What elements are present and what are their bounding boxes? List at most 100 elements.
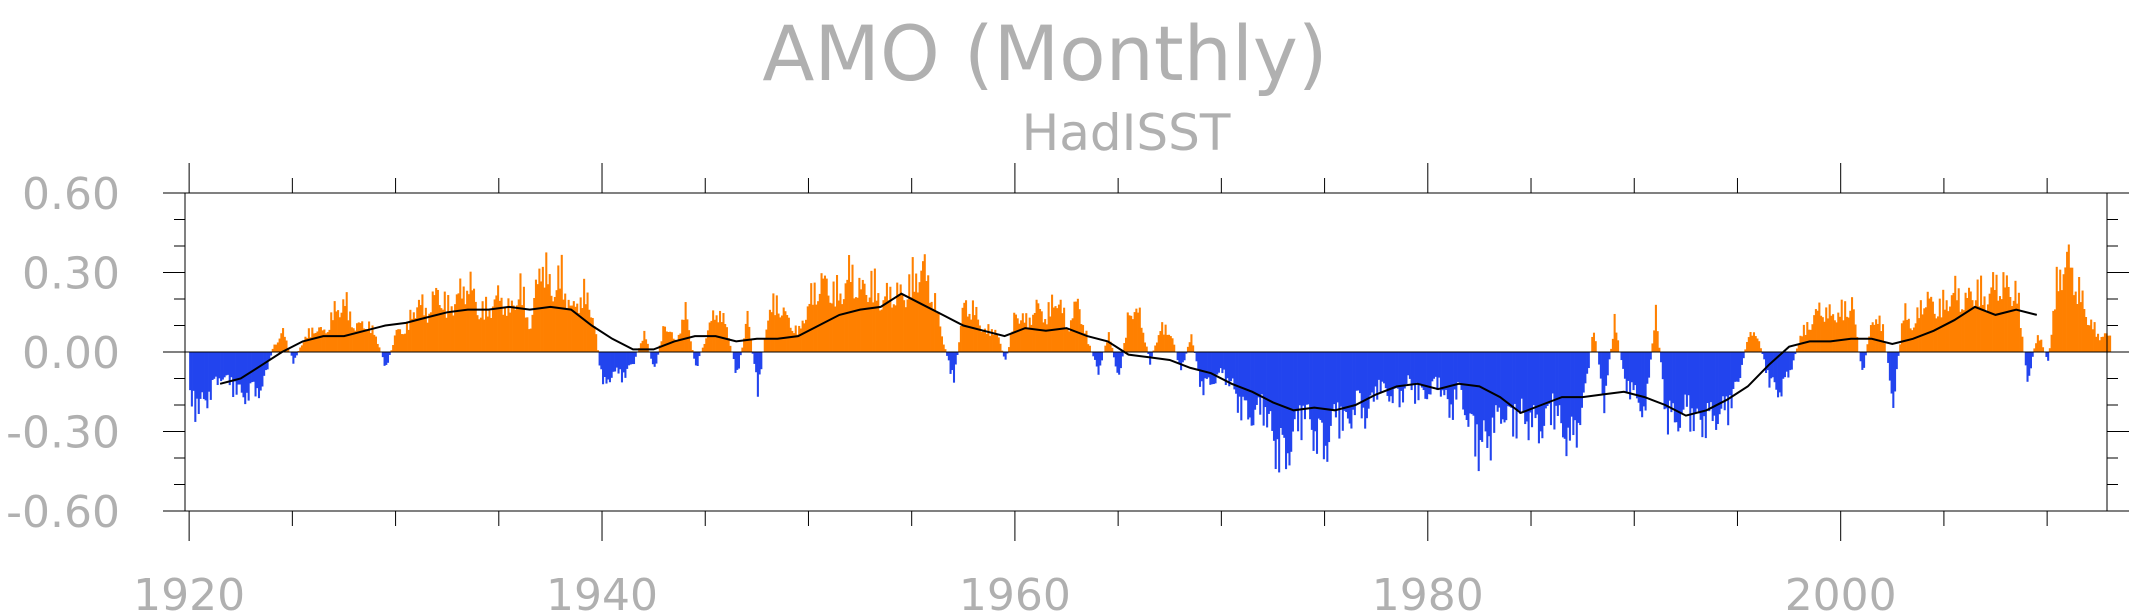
anomaly-bar — [490, 317, 493, 352]
anomaly-bar — [1859, 352, 1862, 362]
anomaly-bar — [612, 352, 615, 372]
anomaly-bar — [1742, 352, 1745, 359]
anomaly-bar — [971, 300, 974, 352]
anomaly-bar — [1601, 352, 1604, 394]
anomaly-bar — [1345, 352, 1348, 413]
anomaly-bar — [197, 352, 200, 414]
anomaly-bar — [481, 301, 484, 352]
anomaly-bar — [1064, 328, 1067, 352]
anomaly-bar — [1899, 344, 1902, 352]
anomaly-bar — [1785, 352, 1788, 372]
anomaly-bar — [1673, 352, 1676, 423]
anomaly-bar — [1881, 324, 1885, 352]
anomaly-bar — [1242, 352, 1245, 397]
anomaly-bar — [287, 348, 290, 352]
anomaly-bar — [1933, 313, 1936, 352]
anomaly-bar — [1488, 352, 1491, 437]
anomaly-bar — [1734, 352, 1737, 382]
anomaly-bar — [913, 291, 916, 352]
anomaly-bar — [1513, 352, 1516, 404]
anomaly-bar — [1943, 309, 1946, 352]
anomaly-bar — [641, 340, 644, 352]
anomaly-bar — [1236, 352, 1239, 413]
anomaly-bar — [517, 299, 520, 352]
anomaly-bar — [2028, 352, 2031, 376]
anomaly-bar — [1980, 275, 1983, 352]
anomaly-bar — [1135, 308, 1138, 352]
anomaly-bar — [2040, 339, 2043, 352]
anomaly-bar — [1680, 352, 1683, 414]
anomaly-bar — [947, 352, 950, 361]
anomaly-bar — [1580, 352, 1583, 408]
anomaly-bar — [615, 352, 618, 368]
anomaly-bar — [390, 350, 393, 352]
anomaly-bar — [1419, 352, 1422, 386]
anomaly-bar — [239, 352, 242, 385]
anomaly-bar — [2016, 303, 2019, 352]
anomaly-bar — [634, 352, 637, 357]
anomaly-bar — [1068, 331, 1071, 352]
anomaly-bar — [2062, 274, 2065, 352]
anomaly-bar — [472, 288, 476, 352]
anomaly-bar — [667, 332, 670, 352]
anomaly-bar — [1133, 312, 1136, 352]
anomaly-bar — [273, 344, 276, 352]
anomaly-bar — [223, 352, 226, 378]
anomaly-bar — [368, 321, 371, 352]
anomaly-bar — [1851, 297, 1854, 352]
anomaly-bar — [1605, 352, 1608, 386]
anomaly-bar — [1247, 352, 1250, 420]
anomaly-bar — [1921, 314, 1924, 352]
anomaly-bar — [775, 295, 778, 352]
anomaly-bar — [269, 352, 273, 356]
anomaly-bar — [1180, 352, 1183, 371]
anomaly-bar — [1166, 334, 1169, 352]
anomaly-bar — [1634, 352, 1637, 386]
anomaly-bar — [1506, 352, 1509, 407]
anomaly-bar — [1475, 352, 1479, 425]
anomaly-bar — [297, 350, 300, 352]
anomaly-bar — [608, 352, 611, 383]
anomaly-bar — [1663, 352, 1666, 410]
anomaly-bar — [1324, 352, 1327, 446]
anomaly-bar — [978, 325, 981, 352]
anomaly-bar — [908, 274, 911, 352]
anomaly-bar — [1059, 299, 1062, 352]
anomaly-bar — [1668, 352, 1671, 401]
anomaly-bar — [1856, 336, 1859, 352]
anomaly-bar — [1032, 314, 1035, 352]
anomaly-bar — [1832, 314, 1835, 352]
anomaly-bar — [1470, 352, 1473, 415]
anomaly-bar — [674, 339, 677, 352]
anomaly-bar — [1326, 352, 1329, 462]
anomaly-bar — [395, 329, 398, 352]
anomaly-bar — [1654, 304, 1657, 352]
anomaly-bar — [1016, 318, 1019, 352]
anomaly-bar — [1140, 327, 1143, 352]
anomaly-bar — [2036, 335, 2039, 352]
anomaly-bar — [2041, 347, 2045, 352]
anomaly-bar — [689, 341, 692, 352]
anomaly-bar — [1477, 352, 1480, 472]
anomaly-bar — [2038, 340, 2041, 352]
anomaly-bar — [514, 309, 517, 352]
anomaly-bar — [1964, 292, 1967, 352]
anomaly-bar — [1534, 352, 1537, 419]
anomaly-bar — [254, 352, 257, 397]
anomaly-bar — [830, 303, 833, 352]
anomaly-bar — [1744, 349, 1747, 352]
anomaly-bar — [1541, 352, 1544, 439]
anomaly-bar — [935, 312, 938, 352]
anomaly-bar — [1274, 352, 1277, 470]
anomaly-bar — [240, 352, 243, 393]
anomaly-bar — [1919, 300, 1922, 352]
anomaly-bar — [283, 336, 286, 352]
x-tick-label: 1960 — [959, 570, 1071, 611]
anomaly-bar — [405, 322, 408, 352]
anomaly-bar — [1393, 352, 1396, 389]
anomaly-bar — [1974, 300, 1977, 352]
anomaly-bar — [581, 308, 584, 352]
anomaly-bar — [889, 286, 892, 352]
anomaly-bar — [2055, 266, 2058, 352]
anomaly-bar — [1661, 352, 1664, 380]
